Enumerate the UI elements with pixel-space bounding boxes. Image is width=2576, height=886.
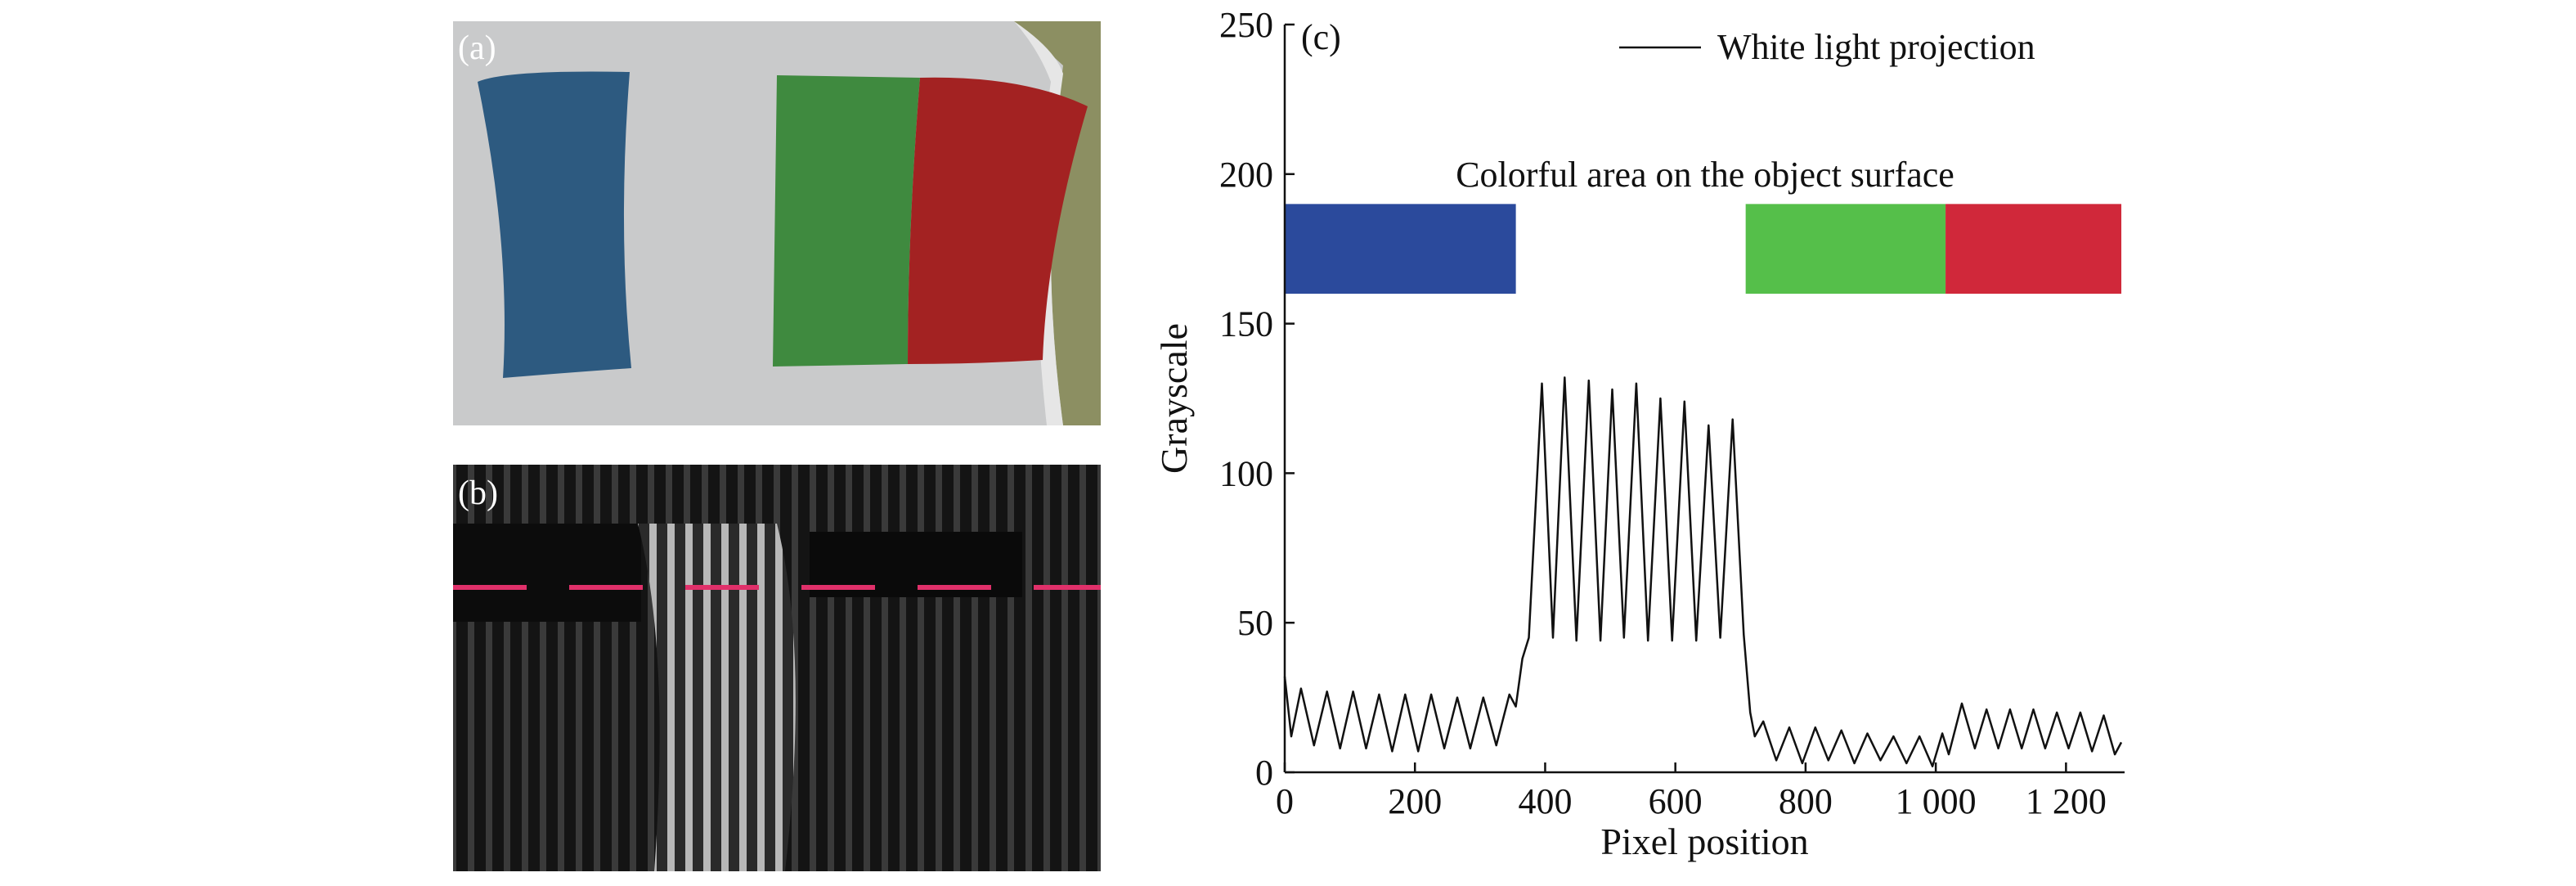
panel-b: (b) — [453, 465, 1101, 871]
x-tick-label: 1 000 — [1896, 781, 1977, 821]
dark-region — [453, 524, 641, 622]
red-patch — [908, 77, 1088, 364]
y-tick-label: 200 — [1219, 155, 1273, 195]
x-tick-label: 800 — [1779, 781, 1833, 821]
y-tick-label: 100 — [1219, 453, 1273, 493]
x-tick-label: 0 — [1276, 781, 1294, 821]
legend-label: White light projection — [1717, 27, 2035, 67]
color-bar — [1745, 204, 1946, 295]
blue-patch — [478, 71, 631, 378]
y-tick-label: 250 — [1219, 5, 1273, 45]
x-axis-label: Pixel position — [1600, 821, 1808, 862]
data-line — [1283, 376, 2123, 767]
panel-a: (a) — [453, 21, 1101, 425]
bright-fringes — [638, 524, 796, 871]
y-tick-label: 150 — [1219, 304, 1273, 344]
x-tick-label: 400 — [1518, 781, 1572, 821]
panel-label: (b) — [458, 474, 498, 512]
x-tick-label: 600 — [1649, 781, 1703, 821]
y-axis-label: Grayscale — [1153, 323, 1195, 474]
plot: 0 50 100 150 200 250 0 200 400 600 800 1 000 1 200 Pi… — [1153, 5, 2125, 862]
panel-label: (a) — [458, 29, 496, 67]
color-bar — [1945, 204, 2122, 295]
green-patch — [773, 75, 920, 367]
x-tick-label: 1 200 — [2026, 781, 2107, 821]
y-tick-label: 50 — [1237, 603, 1273, 643]
color-bar — [1285, 204, 1516, 295]
panel-label: (c) — [1301, 17, 1341, 57]
annotation: Colorful area on the object surface — [1456, 155, 1954, 195]
y-tick-label: 0 — [1255, 753, 1273, 793]
x-tick-label: 200 — [1388, 781, 1442, 821]
